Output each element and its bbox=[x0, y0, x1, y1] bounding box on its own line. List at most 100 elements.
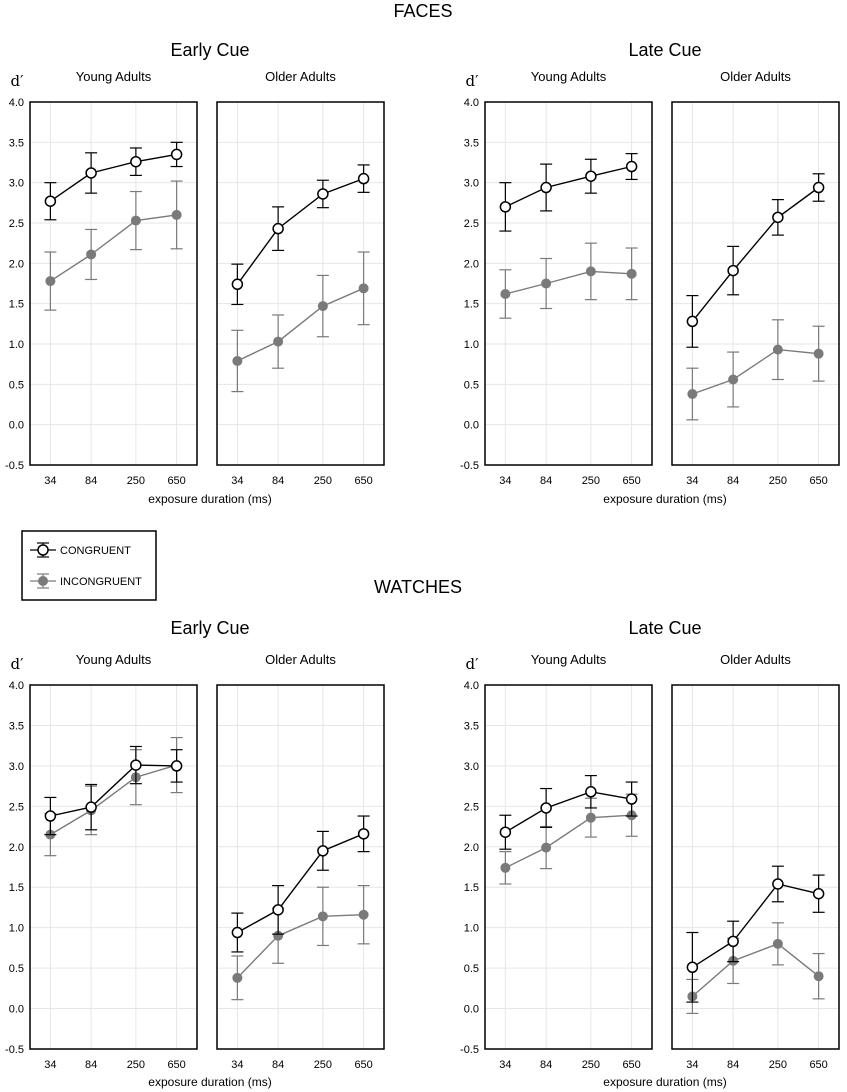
faces-early-cue-older-adults-congruent-line bbox=[236, 177, 364, 285]
faces-late-cue-y-tick-label: 1.0 bbox=[464, 339, 479, 351]
faces-early-cue-older-adults-incongruent-point bbox=[317, 301, 328, 312]
watches-early-cue-older-adults-congruent-point bbox=[272, 904, 284, 916]
faces-late-cue-older-adults-incongruent-point bbox=[813, 348, 824, 359]
watches-late-cue-young-adults-panel-title: Young Adults bbox=[531, 652, 607, 667]
faces-late-cue-young-adults-frame bbox=[484, 101, 653, 466]
faces-late-cue-older-adults-congruent-point bbox=[772, 211, 784, 224]
watches-late-cue-young-adults-frame bbox=[484, 684, 653, 1050]
watches-early-cue-young-adults-x-tick-label: 84 bbox=[85, 1059, 97, 1071]
watches-late-cue-older-adults-incongruent-point bbox=[772, 938, 783, 949]
watches-early-cue-y-tick-label: 1.0 bbox=[9, 923, 24, 935]
faces-late-cue-young-adults-x-tick-label: 650 bbox=[622, 475, 640, 487]
watches-late-cue-older-adults-x-tick-label: 34 bbox=[686, 1059, 698, 1071]
faces-late-cue-y-tick-label: 1.5 bbox=[464, 299, 479, 311]
faces-early-cue-y-tick-label: 3.5 bbox=[9, 137, 24, 149]
faces-late-cue-young-adults-incongruent-point bbox=[585, 266, 596, 277]
faces-early-cue-older-adults-x-tick-label: 250 bbox=[314, 475, 332, 487]
watches-early-cue-older-adults-x-tick-label: 650 bbox=[354, 1059, 372, 1071]
faces-late-cue-y-tick-label: 2.0 bbox=[464, 258, 479, 270]
faces-late-cue-y-tick-label: 0.5 bbox=[464, 379, 479, 391]
watches-late-cue-older-adults-x-tick-label: 250 bbox=[769, 1059, 787, 1071]
faces-late-cue-older-adults-x-tick-label: 250 bbox=[769, 475, 787, 487]
faces-late-cue-young-adults-incongruent-point bbox=[500, 288, 511, 299]
watches-early-cue-y-tick-label: -0.5 bbox=[5, 1044, 24, 1056]
faces-late-cue-older-adults-congruent-line bbox=[691, 186, 820, 322]
faces-late-cue-y-axis-label: d′ bbox=[465, 72, 479, 90]
watches-early-cue-young-adults-x-tick-label: 250 bbox=[127, 1059, 145, 1071]
watches-late-cue-x-axis-label: exposure duration (ms) bbox=[603, 1075, 726, 1089]
watches-early-cue-older-adults-frame bbox=[216, 684, 385, 1050]
watches-early-cue-y-tick-label: 2.0 bbox=[9, 842, 24, 854]
watches-early-cue-young-adults-congruent-line bbox=[50, 764, 177, 817]
watches-early-cue-older-adults-congruent-point bbox=[357, 828, 370, 840]
faces-early-cue-young-adults-incongruent-point bbox=[45, 276, 56, 287]
watches-late-cue-older-adults-congruent-point bbox=[812, 887, 825, 900]
watches-late-cue-young-adults-congruent-point bbox=[625, 793, 638, 805]
watches-late-cue-young-adults-incongruent-point bbox=[500, 862, 511, 873]
section-title-watches: WATCHES bbox=[374, 577, 462, 597]
faces-late-cue-older-adults-x-tick-label: 34 bbox=[686, 475, 698, 487]
faces-early-cue-older-adults-incongruent-point bbox=[232, 355, 243, 366]
faces-late-cue-young-adults-congruent-point bbox=[499, 201, 512, 213]
watches-late-cue-young-adults-x-tick-label: 34 bbox=[499, 1059, 511, 1071]
watches-early-cue-older-adults-panel-title: Older Adults bbox=[265, 652, 336, 667]
faces-early-cue-young-adults-congruent-line bbox=[50, 153, 177, 202]
watches-early-cue-y-tick-label: 3.5 bbox=[9, 720, 24, 732]
plots: d′ 4.0 3.5 3.0 2.5 2.0 1.5 1.0 0.5 0.0 -0.5 exposur… bbox=[5, 69, 840, 1089]
watches-late-cue-y-tick-label: 1.0 bbox=[464, 923, 479, 935]
faces-late-cue-y-tick-label: 2.5 bbox=[464, 218, 479, 230]
watches-late-cue-older-adults-frame bbox=[671, 684, 840, 1050]
watches-late-cue-young-adults-incongruent-point bbox=[541, 842, 552, 853]
faces-early-cue-young-adults-x-tick-label: 34 bbox=[44, 475, 56, 487]
watches-late-cue-young-adults-incongruent-point bbox=[585, 812, 596, 823]
watches-late-cue-young-adults-congruent-point bbox=[585, 786, 597, 798]
watches-late-cue-y-tick-label: 0.0 bbox=[464, 1004, 479, 1016]
faces-early-cue-x-axis-label: exposure duration (ms) bbox=[148, 492, 271, 506]
watches-early-cue-young-adults-congruent-point bbox=[44, 810, 57, 822]
watches-early-cue-young-adults-panel-title: Young Adults bbox=[76, 652, 152, 667]
faces-late-cue-young-adults-congruent-point bbox=[540, 181, 552, 194]
faces-early-cue-young-adults-x-tick-label: 650 bbox=[167, 475, 185, 487]
watches-late-cue-young-adults-congruent-point bbox=[540, 802, 552, 814]
faces-early-cue-y-tick-label: 4.0 bbox=[9, 97, 24, 109]
faces-early-cue-y-tick-label: 1.0 bbox=[9, 339, 24, 351]
watches-early-cue-y-tick-label: 4.0 bbox=[9, 680, 24, 692]
watches-late-cue-y-tick-label: 4.0 bbox=[464, 680, 479, 692]
faces-early-cue-older-adults-congruent-point bbox=[231, 278, 244, 291]
watches-early-cue-young-adults-x-tick-label: 650 bbox=[167, 1059, 185, 1071]
watches-late-cue-older-adults-x-tick-label: 650 bbox=[809, 1059, 827, 1071]
faces-late-cue-older-adults-congruent-point bbox=[812, 181, 825, 194]
watches-late-cue-older-adults-congruent-point bbox=[772, 878, 784, 890]
watches-early-cue-older-adults-incongruent-line bbox=[236, 914, 364, 979]
faces-early-cue-young-adults-congruent-point bbox=[130, 155, 142, 168]
faces-early-cue-young-adults-incongruent-line bbox=[50, 214, 177, 282]
legend-congruent-marker bbox=[37, 544, 49, 556]
watches-early-cue-young-adults-congruent-point bbox=[85, 801, 97, 813]
faces-early-cue-y-tick-label: -0.5 bbox=[5, 460, 24, 472]
watches-early-cue-older-adults-congruent-point bbox=[231, 926, 244, 939]
faces-early-cue-older-adults-congruent-point bbox=[357, 172, 370, 185]
watches-early-cue-older-adults-incongruent-point bbox=[358, 909, 369, 920]
legend-incongruent-marker bbox=[38, 576, 48, 586]
watches-early-cue-y-tick-label: 1.5 bbox=[9, 882, 24, 894]
watches-late-cue-young-adults-incongruent-line bbox=[505, 814, 632, 869]
faces-early-cue-young-adults-x-tick-label: 84 bbox=[85, 475, 97, 487]
watches-late-cue-older-adults-congruent-point bbox=[727, 935, 739, 948]
legend-incongruent-label: INCONGRUENT bbox=[60, 576, 142, 588]
faces-late-cue-y-tick-label: 3.5 bbox=[464, 137, 479, 149]
faces-early-cue-young-adults-frame bbox=[29, 101, 198, 466]
watches-late-cue-young-adults-x-tick-label: 84 bbox=[540, 1059, 552, 1071]
watches-early-cue-older-adults-incongruent-point bbox=[317, 911, 328, 922]
watches-late-cue-y-tick-label: 3.5 bbox=[464, 720, 479, 732]
watches-early-cue-young-adults-frame bbox=[29, 684, 198, 1050]
watches-early-cue-older-adults-x-tick-label: 34 bbox=[231, 1059, 243, 1071]
faces-late-cue-y-tick-label: 0.0 bbox=[464, 420, 479, 432]
faces-early-cue-title: Early Cue bbox=[170, 40, 249, 60]
faces-late-cue-young-adults-x-tick-label: 34 bbox=[499, 475, 511, 487]
legend-box bbox=[21, 530, 157, 601]
faces-late-cue-young-adults-x-tick-label: 250 bbox=[582, 475, 600, 487]
faces-late-cue-young-adults-congruent-point bbox=[585, 170, 597, 182]
faces-early-cue-young-adults-panel-title: Young Adults bbox=[76, 69, 152, 84]
faces-late-cue-young-adults-incongruent-point bbox=[626, 268, 637, 279]
watches-late-cue-y-tick-label: -0.5 bbox=[460, 1044, 479, 1056]
